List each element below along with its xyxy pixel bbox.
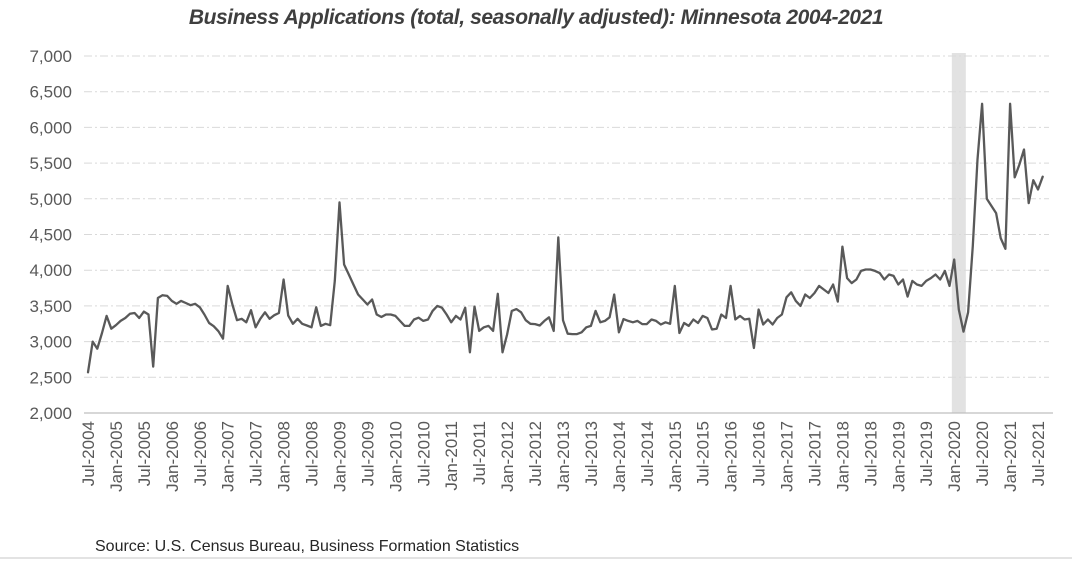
x-axis-tick-label: Jul-2018 [861, 421, 880, 486]
x-axis-tick-label: Jan-2021 [1001, 421, 1020, 492]
recession-band [951, 53, 966, 413]
x-axis-tick-label: Jan-2020 [945, 421, 964, 492]
x-axis-tick-label: Jan-2007 [219, 421, 238, 492]
x-axis-tick-label: Jan-2018 [833, 421, 852, 492]
x-axis-tick-label: Jan-2012 [498, 421, 517, 492]
y-axis-tick-label: 3,500 [29, 297, 72, 316]
x-axis-tick-label: Jan-2010 [386, 421, 405, 492]
x-axis-tick-label: Jan-2008 [275, 421, 294, 492]
y-axis-tick-label: 6,500 [29, 83, 72, 102]
y-axis-tick-label: 6,000 [29, 118, 72, 137]
x-axis-tick-label: Jul-2010 [414, 421, 433, 486]
y-axis-tick-label: 5,500 [29, 154, 72, 173]
x-axis-tick-label: Jul-2014 [638, 421, 657, 486]
x-axis-tick-label: Jan-2006 [163, 421, 182, 492]
x-axis-tick-label: Jul-2005 [135, 421, 154, 486]
x-axis-tick-label: Jan-2005 [107, 421, 126, 492]
x-axis-tick-label: Jul-2015 [694, 421, 713, 486]
x-axis-tick-label: Jul-2019 [917, 421, 936, 486]
y-axis-tick-label: 3,000 [29, 333, 72, 352]
x-axis-tick-label: Jul-2008 [303, 421, 322, 486]
y-axis-tick-label: 4,000 [29, 261, 72, 280]
bottom-divider [0, 557, 1072, 559]
x-axis-tick-label: Jan-2013 [554, 421, 573, 492]
y-axis-tick-label: 2,500 [29, 368, 72, 387]
x-axis-tick-label: Jul-2020 [973, 421, 992, 486]
x-axis-tick-label: Jul-2004 [79, 421, 98, 486]
data-line [86, 102, 1044, 374]
x-axis-tick-label: Jan-2016 [722, 421, 741, 492]
x-axis-tick-label: Jul-2007 [247, 421, 266, 486]
y-axis-tick-label: 7,000 [29, 47, 72, 66]
y-axis-tick-label: 4,500 [29, 226, 72, 245]
x-axis-tick-label: Jul-2017 [805, 421, 824, 486]
x-axis-tick-label: Jul-2016 [750, 421, 769, 486]
x-axis-tick-label: Jul-2012 [526, 421, 545, 486]
chart-title: Business Applications (total, seasonally… [188, 6, 884, 29]
x-axis-tick-label: Jul-2006 [191, 421, 210, 486]
x-axis-tick-label: Jan-2019 [889, 421, 908, 492]
x-axis-tick-label: Jul-2011 [470, 421, 489, 485]
y-axis-tick-label: 5,000 [29, 190, 72, 209]
y-axis-tick-label: 2,000 [29, 404, 72, 423]
x-axis-tick-label: Jul-2013 [582, 421, 601, 486]
x-axis-tick-label: Jan-2011 [442, 421, 461, 491]
x-axis-tick-label: Jul-2021 [1029, 421, 1048, 486]
x-axis-tick-label: Jul-2009 [358, 421, 377, 486]
x-axis-tick-label: Jan-2015 [666, 421, 685, 492]
x-axis-tick-label: Jan-2009 [330, 421, 349, 492]
source-note: Source: U.S. Census Bureau, Business For… [95, 538, 520, 555]
x-axis-tick-label: Jan-2017 [778, 421, 797, 492]
x-axis-tick-label: Jan-2014 [610, 421, 629, 492]
